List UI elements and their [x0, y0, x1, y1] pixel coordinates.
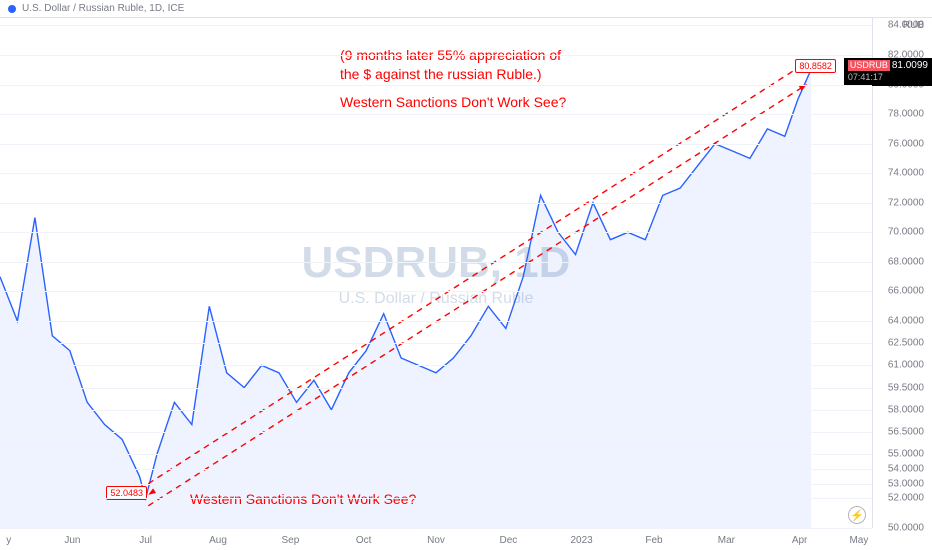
- y-tick-label: 68.0000: [888, 256, 924, 267]
- y-gridline: [0, 114, 872, 115]
- y-gridline: [0, 291, 872, 292]
- y-tick-label: 59.5000: [888, 382, 924, 393]
- y-tick-label: 52.0000: [888, 493, 924, 504]
- y-gridline: [0, 410, 872, 411]
- x-tick-label: y: [6, 535, 11, 546]
- annotation-mid[interactable]: Western Sanctions Don't Work See?: [340, 93, 566, 112]
- y-tick-label: 55.0000: [888, 449, 924, 460]
- y-gridline: [0, 232, 872, 233]
- x-tick-label: Jul: [139, 535, 152, 546]
- x-tick-label: Feb: [645, 535, 662, 546]
- y-gridline: [0, 365, 872, 366]
- y-tick-label: 50.0000: [888, 523, 924, 534]
- y-gridline: [0, 85, 872, 86]
- last-price-symbol: USDRUB: [848, 60, 890, 71]
- x-axis[interactable]: y Jun Jul Aug Sep Oct Nov Dec 2023 Feb Mar Apr May: [0, 528, 872, 550]
- chart-title: U.S. Dollar / Russian Ruble, 1D, ICE: [22, 3, 184, 14]
- y-gridline: [0, 484, 872, 485]
- y-gridline: [0, 173, 872, 174]
- x-tick-label: Apr: [792, 535, 808, 546]
- y-tick-label: 58.0000: [888, 404, 924, 415]
- goto-latest-icon[interactable]: ⚡: [848, 506, 866, 524]
- x-tick-label: Mar: [718, 535, 735, 546]
- y-gridline: [0, 388, 872, 389]
- y-tick-label: 84.0000: [888, 20, 924, 31]
- chart-header: U.S. Dollar / Russian Ruble, 1D, ICE: [0, 0, 932, 18]
- y-tick-label: 74.0000: [888, 168, 924, 179]
- price-series-area: [0, 70, 811, 528]
- chart-root: { "header": { "title": "U.S. Dollar / Ru…: [0, 0, 932, 550]
- annotation-bottom[interactable]: Western Sanctions Don't Work See?: [190, 490, 416, 509]
- y-gridline: [0, 203, 872, 204]
- x-tick-label: Jun: [64, 535, 80, 546]
- y-gridline: [0, 498, 872, 499]
- y-tick-label: 64.0000: [888, 316, 924, 327]
- price-flag-end[interactable]: 80.8582: [795, 59, 836, 73]
- x-tick-label: Sep: [281, 535, 299, 546]
- y-gridline: [0, 343, 872, 344]
- x-tick-label: Oct: [356, 535, 372, 546]
- y-gridline: [0, 528, 872, 529]
- x-tick-label: 2023: [570, 535, 592, 546]
- x-tick-label: Nov: [427, 535, 445, 546]
- last-price-box[interactable]: USDRUB81.0099 07:41:17: [844, 58, 932, 86]
- chart-plot-area[interactable]: USDRUB, 1D U.S. Dollar / Russian Ruble 5…: [0, 18, 872, 528]
- series-color-dot: [8, 5, 16, 13]
- y-gridline: [0, 454, 872, 455]
- y-tick-label: 70.0000: [888, 227, 924, 238]
- last-price-value: 81.0099: [892, 60, 928, 71]
- y-tick-label: 61.0000: [888, 360, 924, 371]
- x-tick-label: Dec: [499, 535, 517, 546]
- y-tick-label: 78.0000: [888, 109, 924, 120]
- y-tick-label: 53.0000: [888, 478, 924, 489]
- y-tick-label: 72.0000: [888, 197, 924, 208]
- y-axis[interactable]: RUB 50.000052.000053.000054.000055.00005…: [872, 18, 932, 528]
- y-tick-label: 66.0000: [888, 286, 924, 297]
- y-tick-label: 76.0000: [888, 138, 924, 149]
- y-gridline: [0, 432, 872, 433]
- y-gridline: [0, 55, 872, 56]
- y-gridline: [0, 321, 872, 322]
- y-tick-label: 56.5000: [888, 426, 924, 437]
- y-gridline: [0, 144, 872, 145]
- x-tick-label: Aug: [209, 535, 227, 546]
- x-tick-label: May: [849, 535, 868, 546]
- y-tick-label: 54.0000: [888, 463, 924, 474]
- y-gridline: [0, 25, 872, 26]
- last-price-countdown: 07:41:17: [848, 72, 883, 82]
- y-gridline: [0, 262, 872, 263]
- y-tick-label: 62.5000: [888, 338, 924, 349]
- annotation-top[interactable]: (9 months later 55% appreciation of the …: [340, 46, 561, 84]
- y-gridline: [0, 469, 872, 470]
